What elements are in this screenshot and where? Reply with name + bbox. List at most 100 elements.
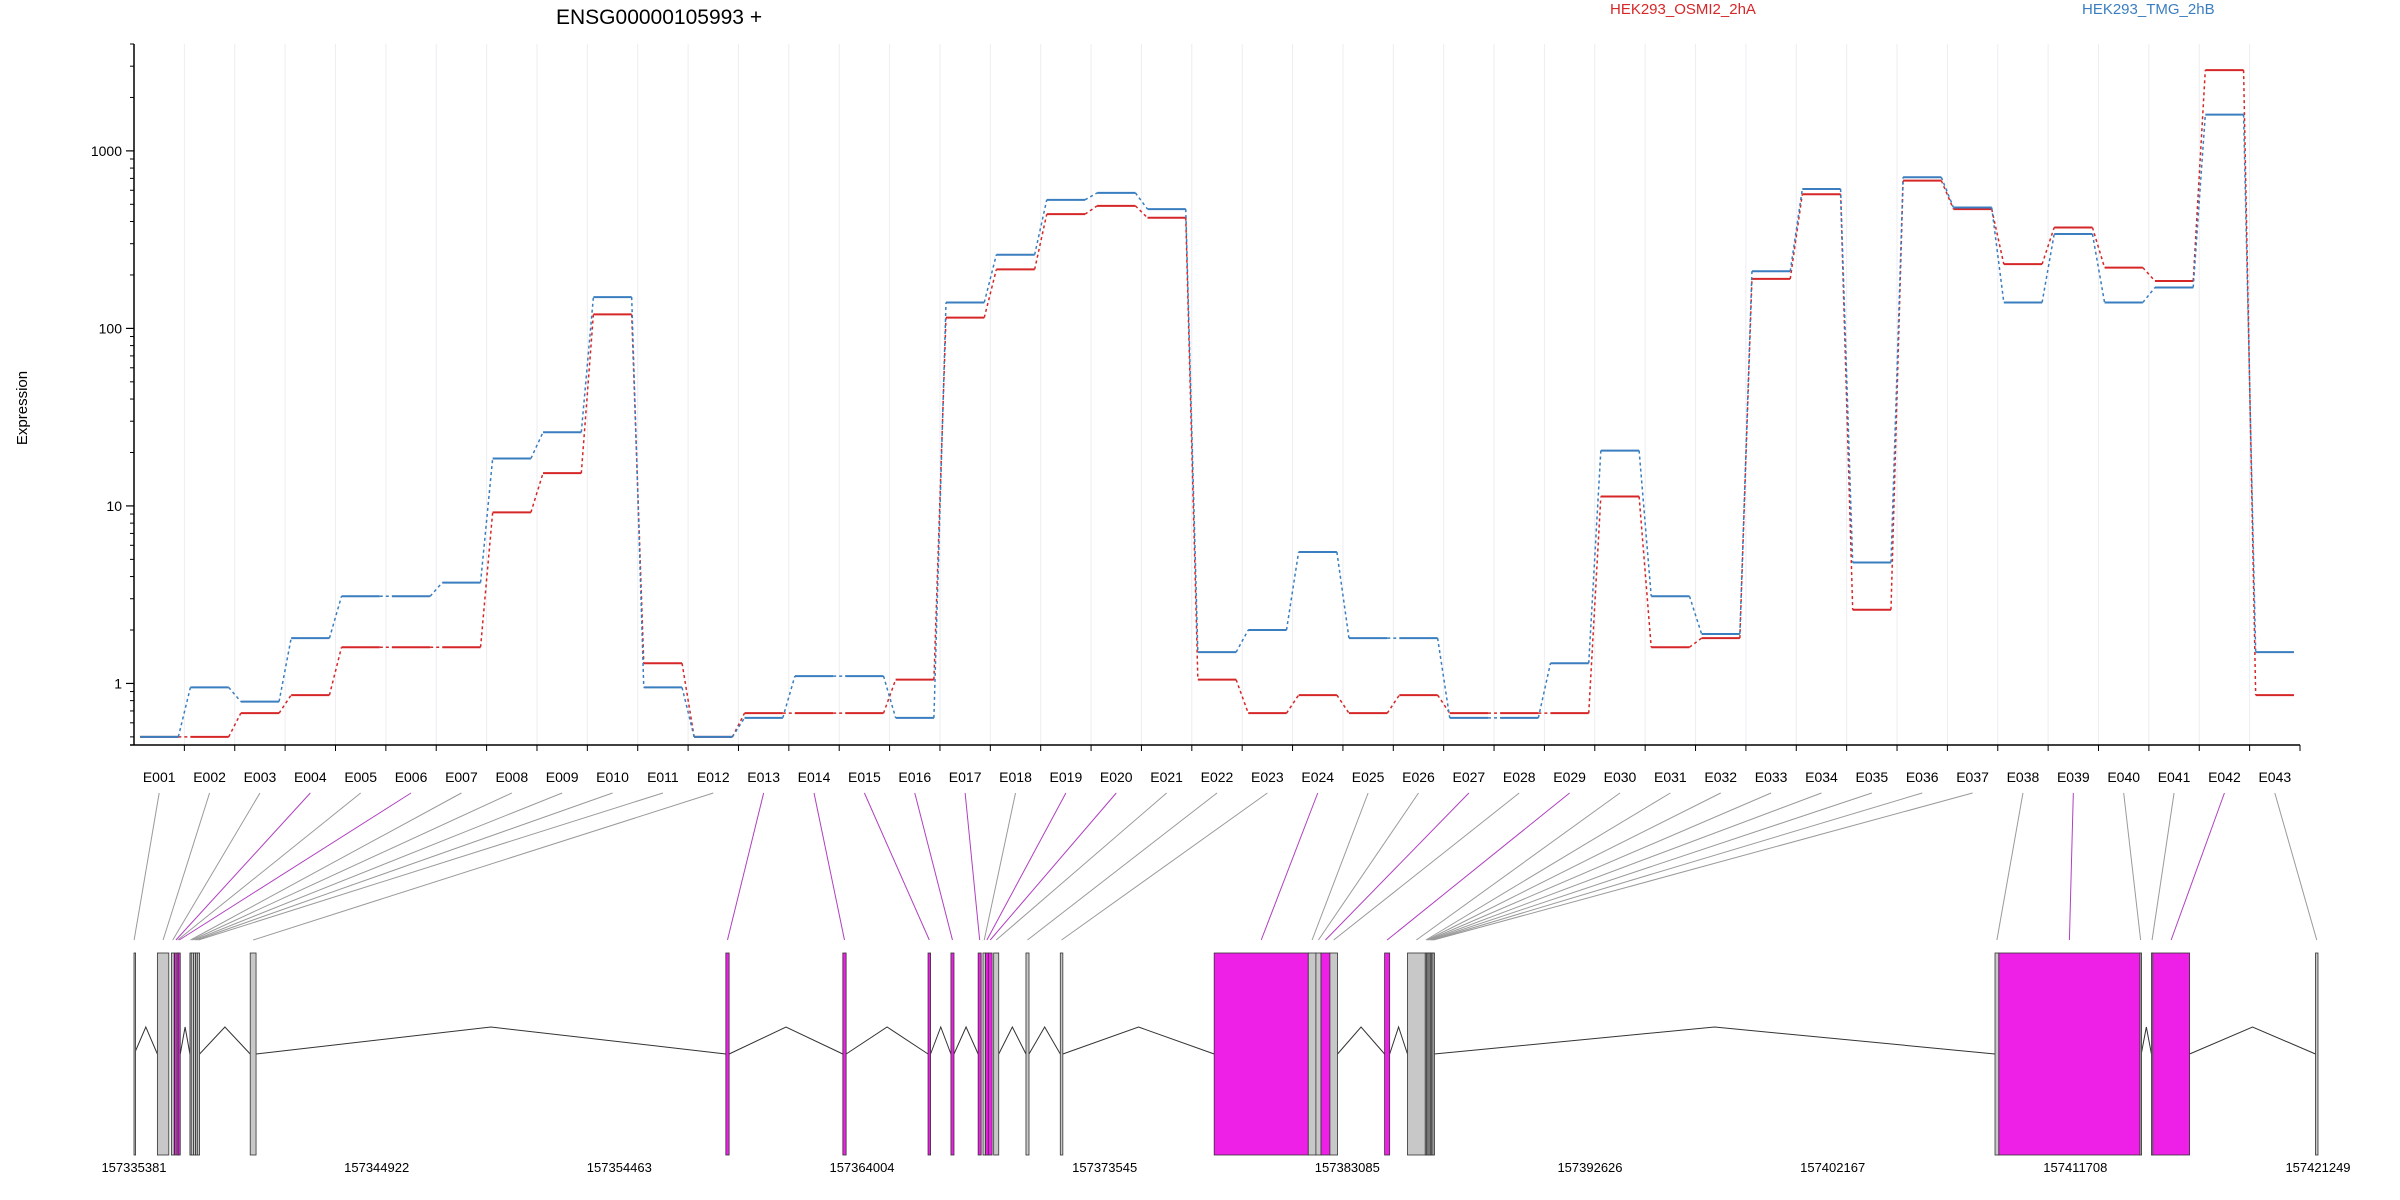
exon-box (977, 952, 982, 1156)
exon-label: E027 (1453, 769, 1486, 785)
exon-box (156, 952, 170, 1156)
intron-line (1062, 1026, 1215, 1055)
exon-box (993, 952, 1000, 1156)
exon-connector (727, 792, 765, 941)
exon-label: E043 (2258, 769, 2291, 785)
exon-box (177, 952, 181, 1156)
series-a-connector (479, 512, 494, 648)
series-b-connector (1789, 188, 1804, 272)
exon-box (1059, 952, 1064, 1156)
exon-box (249, 952, 257, 1156)
exon-connector (198, 792, 664, 941)
series-b-connector (731, 717, 746, 738)
exon-connector (1311, 792, 1369, 941)
series-b-connector (1185, 209, 1199, 653)
series-b-connector (1890, 177, 1904, 563)
exon-label: E042 (2208, 769, 2241, 785)
coordinate-label: 157364004 (829, 1160, 894, 1175)
coordinate-label: 157411708 (2043, 1160, 2107, 1175)
exon-connector (1318, 792, 1419, 941)
exon-box (1998, 952, 2141, 1156)
exon-label: E004 (294, 769, 327, 785)
series-b-connector (882, 675, 897, 719)
exon-connector (196, 792, 613, 941)
exon-box (950, 952, 955, 1156)
series-b-connector (1739, 271, 1753, 634)
legend-series-b: HEK293_TMG_2hB (2082, 1, 2215, 18)
series-a-connector (1185, 217, 1199, 680)
exon-connector (133, 792, 160, 941)
exon-label: E038 (2007, 769, 2040, 785)
exon-connector (190, 792, 462, 941)
exon-label: E003 (244, 769, 277, 785)
exon-connector (1027, 792, 1218, 941)
exon-connector (2151, 792, 2175, 941)
exon-connector (964, 792, 981, 941)
intron-line (2140, 1026, 2152, 1055)
exon-label: E021 (1150, 769, 1183, 785)
exon-connector (1429, 792, 1822, 941)
series-a-connector (1285, 694, 1300, 714)
series-b-connector (983, 254, 998, 303)
exon-connector (1386, 792, 1570, 941)
series-b-connector (479, 458, 494, 583)
coordinate-label: 157344922 (344, 1160, 409, 1175)
coordinate-label: 157383085 (1315, 1160, 1380, 1175)
coordinate-label: 157373545 (1072, 1160, 1137, 1175)
series-a-connector (1689, 637, 1703, 648)
intron-line (179, 1026, 191, 1055)
intron-line (728, 1026, 844, 1055)
exon-label: E008 (495, 769, 528, 785)
exon-connector (1426, 792, 1721, 941)
exon-label: E025 (1352, 769, 1385, 785)
exon-label: E009 (546, 769, 579, 785)
exon-label: E026 (1402, 769, 1435, 785)
series-a-connector (278, 694, 292, 714)
exon-connector (1430, 792, 1872, 941)
series-a-connector (1336, 694, 1350, 714)
exon-label: E013 (747, 769, 780, 785)
series-a-connector (228, 712, 242, 738)
exon-connector (1061, 792, 1268, 941)
series-b-connector (2192, 114, 2207, 288)
series-a-connector (1386, 694, 1400, 714)
series-a-connector (530, 472, 544, 513)
exon-label: E001 (143, 769, 176, 785)
exon-label: E002 (193, 769, 226, 785)
exon-connector (178, 792, 412, 941)
series-b-connector (782, 675, 796, 719)
exon-box (725, 952, 730, 1156)
series-b-connector (530, 431, 544, 459)
series-a-connector (580, 314, 595, 474)
exon-connector (986, 792, 1067, 941)
exon-label: E037 (1956, 769, 1989, 785)
series-b-connector (1285, 551, 1300, 631)
exon-label: E017 (949, 769, 982, 785)
series-b-connector (328, 596, 343, 639)
intron-line (256, 1026, 726, 1055)
series-b-connector (1688, 595, 1703, 635)
coordinate-label: 157335381 (101, 1160, 166, 1175)
intron-line (1389, 1025, 1408, 1055)
y-tick-label: 100 (99, 320, 123, 336)
exon-connector (2170, 792, 2225, 941)
series-b-connector (1638, 450, 1652, 597)
series-a-connector (933, 317, 947, 680)
exon-connector (983, 792, 1017, 941)
series-a-connector (328, 647, 343, 696)
intron-line (845, 1026, 929, 1055)
y-tick-label: 1000 (91, 143, 122, 159)
exon-label: E019 (1050, 769, 1083, 785)
series-lines (140, 69, 2294, 738)
exon-connector (2274, 792, 2318, 941)
intron-line (1434, 1026, 1996, 1055)
exon-connector (252, 792, 714, 941)
exon-label: E040 (2107, 769, 2140, 785)
exon-label: E023 (1251, 769, 1284, 785)
intron-line (199, 1026, 251, 1055)
exon-box (842, 952, 847, 1156)
exon-label: E005 (344, 769, 377, 785)
exon-label: E033 (1755, 769, 1788, 785)
exon-box (1025, 952, 1030, 1156)
